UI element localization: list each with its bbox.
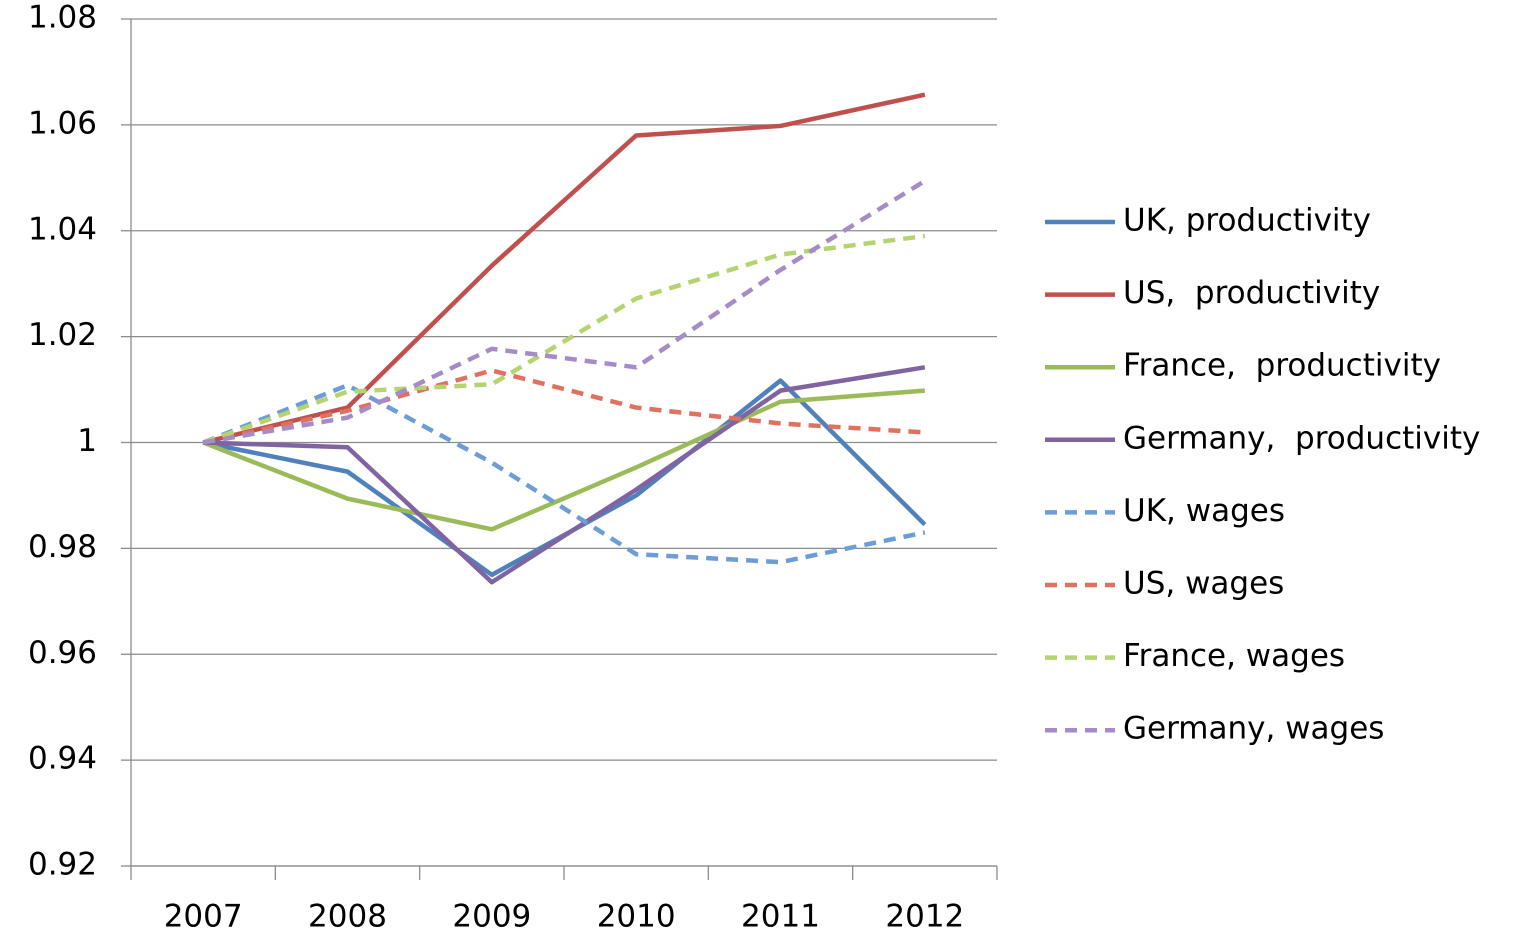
x-tick-label: 2011 <box>741 899 820 935</box>
x-tick-label: 2009 <box>452 899 531 935</box>
data-line <box>202 233 926 445</box>
x-tick-label: 2010 <box>597 899 676 935</box>
y-tick-label: 1.02 <box>28 317 97 353</box>
x-tick-label: 2008 <box>308 899 387 935</box>
legend-label: UK, wages <box>1123 493 1285 529</box>
legend-label: US, wages <box>1123 566 1284 602</box>
y-tick-label: 0.94 <box>28 741 97 777</box>
data-line <box>202 378 927 578</box>
y-tick-label: 1.06 <box>28 105 97 141</box>
y-tick-label: 0.92 <box>28 847 97 883</box>
data-line <box>202 388 926 532</box>
data-line <box>202 179 927 445</box>
data-line <box>202 368 925 445</box>
legend-label: UK, productivity <box>1123 203 1371 239</box>
x-tick-label: 2007 <box>164 899 243 935</box>
y-tick-label: 1.04 <box>28 211 97 247</box>
y-tick-label: 0.96 <box>28 635 97 671</box>
y-tick-label: 1 <box>77 423 97 459</box>
data-line <box>202 383 926 565</box>
x-tick-label: 2012 <box>885 899 964 935</box>
legend-label: France, wages <box>1123 638 1345 674</box>
y-tick-label: 1.08 <box>28 0 97 36</box>
legend-label: Germany, productivity <box>1123 420 1480 456</box>
y-tick-label: 0.98 <box>28 529 97 565</box>
data-line <box>202 92 926 445</box>
legend-label: France, productivity <box>1123 348 1441 384</box>
data-line <box>203 365 926 585</box>
legend-label: US, productivity <box>1123 275 1380 311</box>
legend-label: Germany, wages <box>1123 711 1384 747</box>
